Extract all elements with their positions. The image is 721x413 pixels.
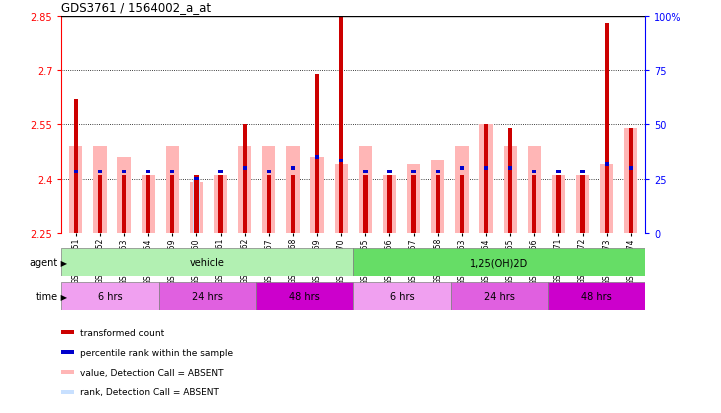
Bar bbox=[242, 125, 247, 233]
Bar bbox=[339, 159, 343, 163]
Text: vehicle: vehicle bbox=[190, 258, 225, 268]
Bar bbox=[363, 176, 368, 233]
Bar bbox=[604, 163, 609, 166]
Bar bbox=[431, 161, 444, 233]
Bar bbox=[190, 183, 203, 233]
Bar bbox=[435, 176, 440, 233]
Bar bbox=[479, 125, 492, 233]
Bar bbox=[93, 147, 107, 233]
Bar bbox=[552, 176, 565, 233]
Bar bbox=[604, 24, 609, 233]
Bar bbox=[576, 176, 589, 233]
Bar bbox=[624, 128, 637, 233]
Bar bbox=[146, 170, 151, 174]
Text: 6 hrs: 6 hrs bbox=[97, 292, 123, 301]
Bar bbox=[339, 9, 343, 233]
Bar bbox=[218, 170, 223, 174]
Bar bbox=[61, 249, 353, 277]
Bar bbox=[69, 147, 82, 233]
Bar bbox=[194, 177, 198, 181]
Bar bbox=[146, 176, 151, 233]
Bar bbox=[291, 176, 295, 233]
Bar bbox=[170, 170, 174, 174]
Bar bbox=[194, 176, 198, 233]
Text: transformed count: transformed count bbox=[80, 328, 164, 337]
Bar bbox=[159, 282, 256, 311]
Text: 6 hrs: 6 hrs bbox=[389, 292, 415, 301]
Bar bbox=[74, 100, 78, 233]
Bar bbox=[460, 176, 464, 233]
Text: time: time bbox=[35, 292, 58, 301]
Bar bbox=[353, 282, 451, 311]
Bar bbox=[363, 170, 368, 174]
Text: agent: agent bbox=[30, 258, 58, 268]
Bar bbox=[508, 166, 513, 170]
Bar bbox=[484, 166, 488, 170]
Bar bbox=[353, 249, 645, 277]
Bar bbox=[451, 282, 548, 311]
Text: GDS3761 / 1564002_a_at: GDS3761 / 1564002_a_at bbox=[61, 1, 211, 14]
Bar bbox=[170, 176, 174, 233]
Bar bbox=[315, 74, 319, 233]
Bar bbox=[267, 170, 271, 174]
Text: 48 hrs: 48 hrs bbox=[289, 292, 320, 301]
Bar bbox=[74, 170, 78, 174]
Bar bbox=[407, 165, 420, 233]
Bar bbox=[528, 147, 541, 233]
Bar bbox=[629, 128, 633, 233]
Bar bbox=[238, 147, 252, 233]
Bar bbox=[556, 176, 561, 233]
Bar bbox=[387, 170, 392, 174]
Bar bbox=[532, 176, 536, 233]
Bar bbox=[412, 170, 416, 174]
Bar bbox=[98, 176, 102, 233]
Bar bbox=[166, 147, 179, 233]
Bar bbox=[532, 170, 536, 174]
Bar bbox=[412, 176, 416, 233]
Bar bbox=[460, 166, 464, 170]
Bar bbox=[291, 166, 295, 170]
Text: rank, Detection Call = ABSENT: rank, Detection Call = ABSENT bbox=[80, 387, 219, 396]
Bar bbox=[484, 125, 488, 233]
Bar bbox=[256, 282, 353, 311]
Bar bbox=[141, 176, 155, 233]
Text: value, Detection Call = ABSENT: value, Detection Call = ABSENT bbox=[80, 368, 224, 377]
Text: 1,25(OH)2D: 1,25(OH)2D bbox=[470, 258, 528, 268]
Bar bbox=[629, 166, 633, 170]
Text: 48 hrs: 48 hrs bbox=[581, 292, 612, 301]
Bar bbox=[315, 156, 319, 159]
Bar bbox=[193, 179, 200, 233]
Bar bbox=[387, 176, 392, 233]
Text: percentile rank within the sample: percentile rank within the sample bbox=[80, 348, 233, 357]
Text: 24 hrs: 24 hrs bbox=[484, 292, 515, 301]
Bar bbox=[580, 170, 585, 174]
Text: ▶: ▶ bbox=[58, 292, 67, 301]
Bar bbox=[286, 147, 300, 233]
Bar bbox=[580, 176, 585, 233]
Text: ▶: ▶ bbox=[58, 258, 67, 267]
Bar bbox=[242, 166, 247, 170]
Bar bbox=[122, 170, 126, 174]
Bar bbox=[435, 170, 440, 174]
Bar bbox=[311, 157, 324, 233]
Bar bbox=[98, 170, 102, 174]
Bar bbox=[548, 282, 645, 311]
Bar bbox=[508, 128, 513, 233]
Bar bbox=[359, 147, 372, 233]
Bar bbox=[214, 176, 227, 233]
Bar bbox=[383, 176, 396, 233]
Bar bbox=[455, 147, 469, 233]
Bar bbox=[503, 147, 517, 233]
Bar bbox=[335, 165, 348, 233]
Bar bbox=[118, 157, 131, 233]
Bar bbox=[267, 176, 271, 233]
Bar bbox=[262, 147, 275, 233]
Bar bbox=[61, 282, 159, 311]
Text: 24 hrs: 24 hrs bbox=[192, 292, 223, 301]
Bar bbox=[556, 170, 561, 174]
Bar bbox=[122, 176, 126, 233]
Bar bbox=[218, 176, 223, 233]
Bar bbox=[600, 165, 614, 233]
